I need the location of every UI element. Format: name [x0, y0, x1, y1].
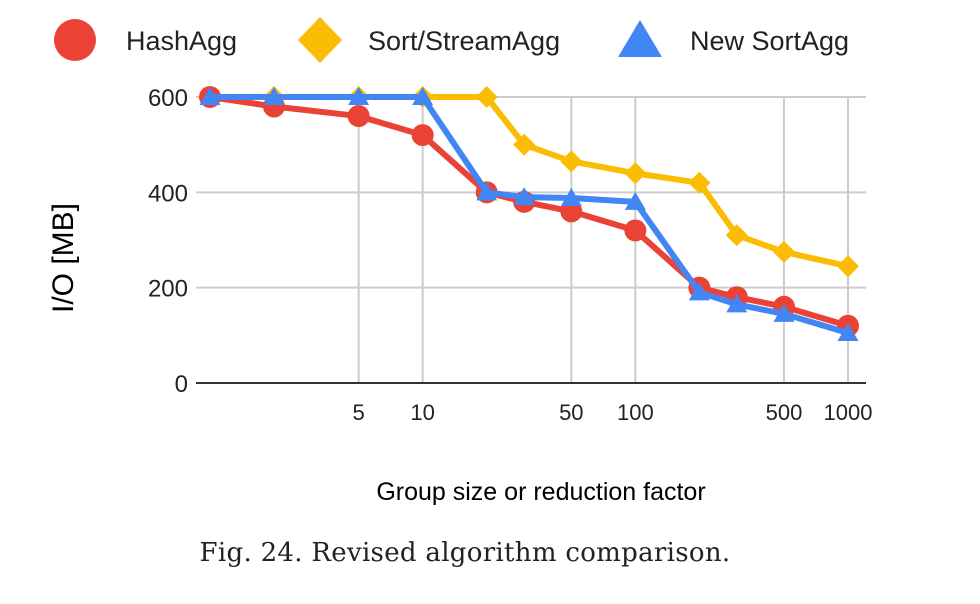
legend-diamond-icon — [298, 17, 342, 63]
x-axis-title: Group size or reduction factor — [376, 478, 705, 506]
data-point-new-sortagg — [688, 282, 710, 301]
legend-item-sort-streamagg: Sort/StreamAgg — [298, 17, 560, 63]
data-point-new-sortagg — [513, 187, 535, 206]
data-point-sort-streamagg — [688, 171, 711, 194]
data-point-new-sortagg — [624, 191, 646, 210]
data-point-new-sortagg — [837, 322, 859, 341]
legend: HashAgg Sort/StreamAgg New SortAgg — [54, 17, 849, 63]
x-tick-label: 100 — [617, 400, 654, 425]
data-point-sort-streamagg — [772, 240, 795, 263]
y-tick-label: 600 — [148, 85, 188, 112]
data-point-sort-streamagg — [513, 133, 536, 156]
x-tick-label: 500 — [766, 400, 803, 425]
legend-label: Sort/StreamAgg — [368, 26, 560, 56]
data-point-sort-streamagg — [475, 86, 498, 108]
y-tick-label: 0 — [175, 371, 188, 398]
series-group — [199, 86, 859, 341]
data-point-hashagg — [624, 219, 647, 242]
legend-triangle-icon — [618, 20, 662, 57]
x-tick-label: 5 — [353, 400, 365, 425]
data-point-new-sortagg — [773, 303, 795, 322]
x-tick-label: 50 — [559, 400, 583, 425]
data-point-new-sortagg — [476, 182, 498, 201]
data-point-new-sortagg — [199, 87, 221, 105]
legend-circle-icon — [54, 19, 96, 61]
data-point-new-sortagg — [263, 87, 285, 105]
y-tick-label: 400 — [148, 180, 188, 207]
y-axis-title: I/O [MB] — [47, 203, 80, 313]
grid — [196, 96, 866, 383]
y-tick-label: 200 — [148, 276, 188, 303]
data-point-hashagg — [347, 105, 370, 128]
legend-item-hashagg: HashAgg — [54, 19, 237, 61]
data-point-new-sortagg — [412, 87, 434, 105]
series-line-sort-streamagg — [207, 94, 851, 270]
data-point-new-sortagg — [726, 294, 748, 313]
data-point-sort-streamagg — [560, 150, 583, 173]
data-point-sort-streamagg — [624, 162, 647, 185]
data-point-hashagg — [411, 124, 434, 147]
figure-caption: Fig. 24. Revised algorithm comparison. — [199, 538, 731, 568]
legend-label: New SortAgg — [690, 26, 849, 56]
axes: 0 200 400 600 5 10 50 100 500 1000 — [148, 85, 873, 425]
legend-label: HashAgg — [126, 26, 237, 56]
x-tick-label: 10 — [410, 400, 434, 425]
series-line-new-sortagg — [207, 94, 851, 336]
data-point-sort-streamagg — [837, 255, 859, 278]
legend-item-new-sortagg: New SortAgg — [618, 20, 849, 57]
x-tick-label: 1000 — [824, 400, 873, 425]
data-point-sort-streamagg — [725, 224, 748, 247]
data-point-new-sortagg — [348, 87, 370, 105]
data-point-new-sortagg — [560, 188, 582, 207]
